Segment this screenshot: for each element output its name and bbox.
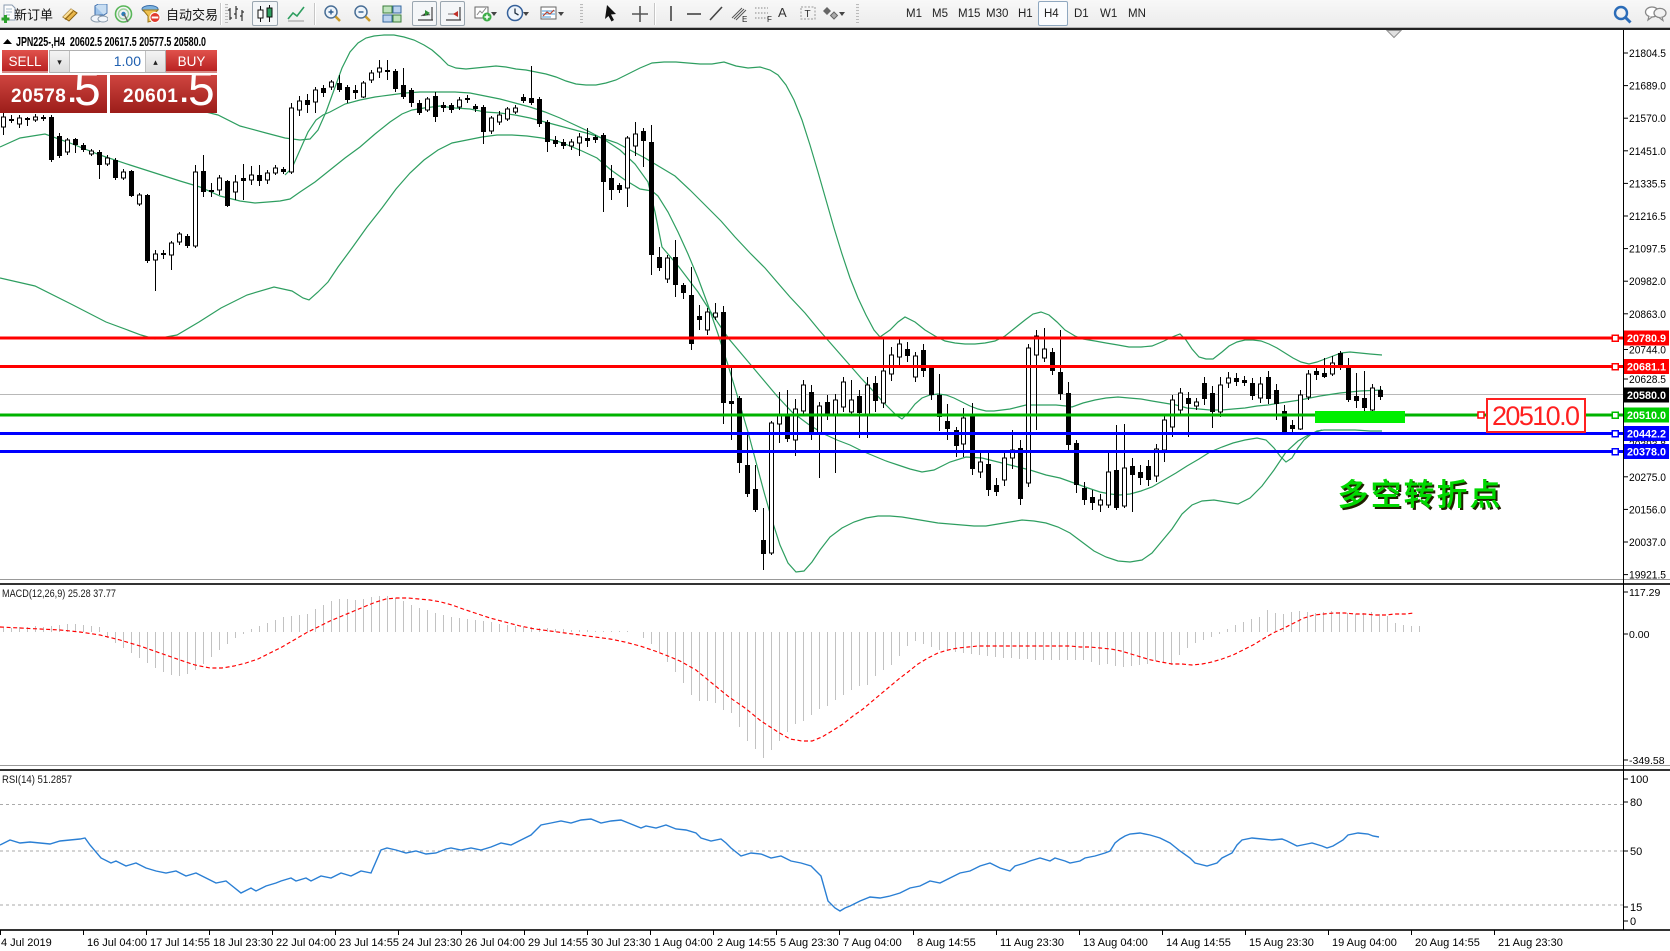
svg-text:1 Aug 04:00: 1 Aug 04:00 <box>654 937 713 949</box>
svg-text:16 Jul 04:00: 16 Jul 04:00 <box>87 937 147 949</box>
svg-text:2 Aug 14:55: 2 Aug 14:55 <box>717 937 776 949</box>
svg-text:20580.0: 20580.0 <box>1627 390 1666 402</box>
svg-text:RSI(14) 51.2857: RSI(14) 51.2857 <box>2 774 72 786</box>
svg-text:24 Jul 23:30: 24 Jul 23:30 <box>402 937 462 949</box>
svg-text:15 Aug 23:30: 15 Aug 23:30 <box>1249 937 1314 949</box>
svg-text:11 Aug 23:30: 11 Aug 23:30 <box>1000 937 1064 949</box>
svg-text:20510.0: 20510.0 <box>1627 410 1666 422</box>
svg-text:20863.0: 20863.0 <box>1629 309 1666 321</box>
svg-text:20378.0: 20378.0 <box>1627 447 1666 459</box>
svg-text:29 Jul 14:55: 29 Jul 14:55 <box>528 937 588 949</box>
svg-text:20982.0: 20982.0 <box>1629 276 1666 288</box>
svg-text:21689.0: 21689.0 <box>1629 81 1666 93</box>
svg-text:21 Aug 23:30: 21 Aug 23:30 <box>1498 937 1563 949</box>
svg-text:多空转折点: 多空转折点 <box>1338 479 1503 512</box>
svg-text:14 Aug 14:55: 14 Aug 14:55 <box>1166 937 1231 949</box>
svg-text:JPN225-,H4 20602.5 20617.5 20: JPN225-,H4 20602.5 20617.5 20577.5 20580… <box>16 35 206 49</box>
svg-text:21335.5: 21335.5 <box>1629 178 1666 190</box>
svg-text:20780.9: 20780.9 <box>1627 333 1666 345</box>
svg-text:19921.5: 19921.5 <box>1629 570 1666 582</box>
svg-text:8 Aug 14:55: 8 Aug 14:55 <box>917 937 976 949</box>
svg-text:21097.5: 21097.5 <box>1629 244 1666 256</box>
svg-text:20744.0: 20744.0 <box>1629 345 1666 357</box>
svg-text:20275.0: 20275.0 <box>1629 472 1666 484</box>
svg-text:5 Aug 23:30: 5 Aug 23:30 <box>780 937 839 949</box>
svg-text:0: 0 <box>1630 916 1636 928</box>
svg-text:17 Jul 14:55: 17 Jul 14:55 <box>150 937 210 949</box>
svg-text:21451.0: 21451.0 <box>1629 146 1666 158</box>
svg-text:4 Jul 2019: 4 Jul 2019 <box>1 937 52 949</box>
svg-text:20156.0: 20156.0 <box>1629 504 1666 516</box>
svg-text:20442.2: 20442.2 <box>1627 429 1666 441</box>
svg-text:117.29: 117.29 <box>1629 587 1660 599</box>
svg-text:23 Jul 14:55: 23 Jul 14:55 <box>339 937 399 949</box>
svg-text:20681.1: 20681.1 <box>1627 362 1666 374</box>
svg-text:-349.58: -349.58 <box>1629 755 1665 767</box>
svg-text:E: E <box>742 15 747 24</box>
svg-text:80: 80 <box>1630 797 1642 809</box>
svg-text:100: 100 <box>1630 774 1648 786</box>
svg-text:26 Jul 04:00: 26 Jul 04:00 <box>465 937 525 949</box>
svg-text:7 Aug 04:00: 7 Aug 04:00 <box>843 937 902 949</box>
svg-text:0.00: 0.00 <box>1629 629 1650 641</box>
svg-text:50: 50 <box>1630 846 1642 858</box>
svg-text:21570.0: 21570.0 <box>1629 113 1666 125</box>
svg-text:20628.5: 20628.5 <box>1629 374 1666 386</box>
svg-text:13 Aug 04:00: 13 Aug 04:00 <box>1083 937 1148 949</box>
svg-text:18 Jul 23:30: 18 Jul 23:30 <box>213 937 273 949</box>
svg-text:15: 15 <box>1630 902 1642 914</box>
svg-text:22 Jul 04:00: 22 Jul 04:00 <box>276 937 336 949</box>
svg-text:20510.0: 20510.0 <box>1492 401 1580 431</box>
svg-text:19 Aug 04:00: 19 Aug 04:00 <box>1332 937 1397 949</box>
svg-text:20 Aug 14:55: 20 Aug 14:55 <box>1415 937 1480 949</box>
svg-text:30 Jul 23:30: 30 Jul 23:30 <box>591 937 651 949</box>
svg-text:MACD(12,26,9) 25.28 37.77: MACD(12,26,9) 25.28 37.77 <box>2 588 116 600</box>
svg-text:F: F <box>767 15 772 24</box>
svg-text:20037.0: 20037.0 <box>1629 537 1666 549</box>
svg-text:T: T <box>805 9 811 20</box>
svg-text:21216.5: 21216.5 <box>1629 211 1666 223</box>
svg-text:21804.5: 21804.5 <box>1629 48 1666 60</box>
